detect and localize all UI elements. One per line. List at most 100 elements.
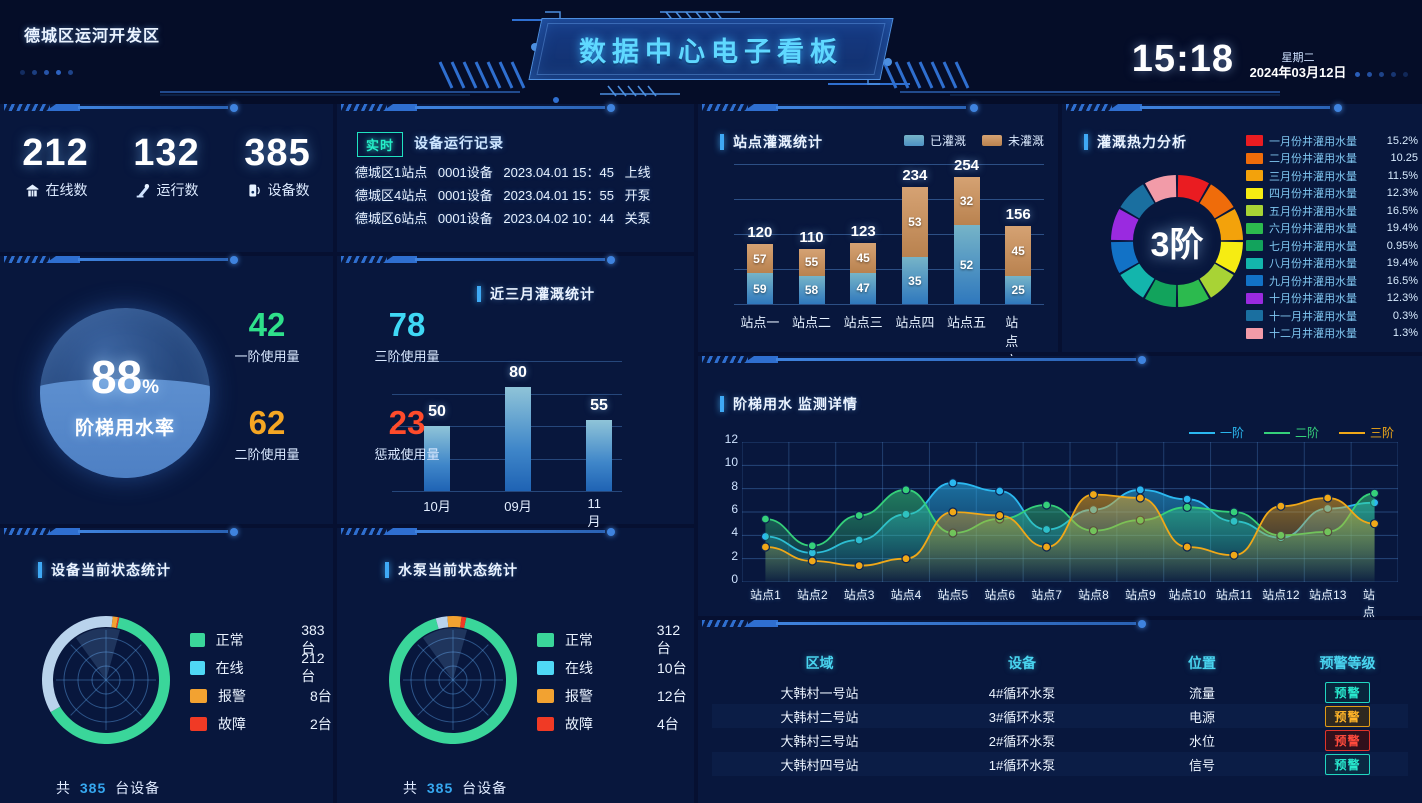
stacked-bar-column[interactable]: 156 45 25	[1005, 206, 1032, 304]
log-time: 2023.04.02 10：44	[503, 211, 615, 226]
status-badge[interactable]: 预警	[1325, 705, 1370, 727]
data-point[interactable]	[760, 542, 771, 552]
data-point[interactable]	[1182, 502, 1192, 512]
donut-segment[interactable]	[1177, 175, 1209, 203]
table-row[interactable]: 大韩村二号站 3#循环水泵 电源 预警	[712, 704, 1408, 728]
legend-row[interactable]: 四月份井灌用水量 12.3%	[1246, 185, 1418, 203]
legend-row[interactable]: 八月份井灌用水量 19.4%	[1246, 255, 1418, 273]
legend-row[interactable]: 报警 12台	[537, 682, 694, 710]
legend-row[interactable]: 一月份井灌用水量 15.2%	[1246, 132, 1418, 150]
stacked-bar-column[interactable]: 234 53 35	[901, 167, 928, 304]
legend-row[interactable]: 正常 383台	[190, 622, 333, 656]
bar-column[interactable]: 55	[586, 397, 612, 491]
status-donut-segment[interactable]	[111, 616, 119, 628]
donut-segment[interactable]	[1145, 279, 1177, 307]
data-point[interactable]	[854, 510, 864, 521]
stacked-bar-column[interactable]: 120 57 59	[746, 224, 773, 304]
donut-segment[interactable]	[1177, 279, 1209, 307]
list-item[interactable]: 德城区6站点 0001设备 2023.04.02 10：44 关泵	[355, 207, 680, 230]
donut-segment[interactable]	[1111, 241, 1139, 273]
data-point[interactable]	[760, 514, 771, 524]
data-point[interactable]	[1229, 507, 1239, 517]
legend-row[interactable]: 正常 312台	[537, 622, 694, 656]
legend-row[interactable]: 七月份井灌用水量 0.95%	[1246, 237, 1418, 255]
status-donut-segment[interactable]	[115, 617, 120, 629]
legend-row[interactable]: 六月份井灌用水量 19.4%	[1246, 220, 1418, 238]
data-point[interactable]	[1276, 501, 1286, 511]
legend-swatch	[537, 633, 554, 647]
data-point[interactable]	[807, 541, 817, 551]
status-donut-segment[interactable]	[460, 616, 467, 629]
data-point[interactable]	[995, 510, 1005, 521]
legend-row[interactable]: 故障 2台	[190, 710, 333, 738]
list-item[interactable]: 德城区1站点 0001设备 2023.04.01 15：45 上线	[355, 161, 680, 184]
kpi-running[interactable]: 132 运行数	[111, 130, 222, 200]
status-donut-segment[interactable]	[42, 616, 113, 713]
data-point[interactable]	[995, 486, 1005, 496]
data-point[interactable]	[854, 561, 864, 571]
donut-segment[interactable]	[1215, 241, 1243, 273]
legend-item-stage-1[interactable]: 一阶	[1188, 424, 1244, 441]
data-point[interactable]	[1323, 493, 1333, 503]
kpi-devices[interactable]: 385 设备数	[222, 130, 333, 200]
data-point[interactable]	[1041, 500, 1052, 510]
list-item[interactable]: 德城区4站点 0001设备 2023.04.01 15：55 开泵	[355, 184, 680, 207]
data-point[interactable]	[1182, 494, 1192, 504]
donut-segment[interactable]	[1199, 263, 1234, 298]
legend-row[interactable]: 九月份井灌用水量 16.5%	[1246, 272, 1418, 290]
donut-segment[interactable]	[1111, 209, 1139, 241]
legend-row[interactable]: 在线 212台	[190, 650, 333, 684]
data-point[interactable]	[901, 485, 911, 495]
segment-irrigated: 59	[746, 273, 773, 304]
data-point[interactable]	[807, 556, 817, 566]
kpi-online[interactable]: 212 在线数	[0, 130, 111, 200]
legend-item-not-irrigated[interactable]: 未灌溉	[981, 132, 1044, 149]
bar-column[interactable]: 50	[424, 403, 450, 491]
donut-segment[interactable]	[1145, 175, 1177, 203]
kpi-label-wrap: 设备数	[222, 180, 333, 200]
data-point[interactable]	[1088, 489, 1099, 500]
status-badge[interactable]: 预警	[1325, 681, 1370, 703]
bar-column[interactable]: 80	[505, 364, 531, 491]
legend-row[interactable]: 十一月井灌用水量 0.3%	[1246, 307, 1418, 325]
data-point[interactable]	[901, 554, 911, 564]
segment-not-irrigated: 45	[1005, 226, 1032, 277]
legend-row[interactable]: 五月份井灌用水量 16.5%	[1246, 202, 1418, 220]
legend-row[interactable]: 十二月井灌用水量 1.3%	[1246, 325, 1418, 343]
segment-irrigated: 25	[1005, 276, 1032, 304]
data-point[interactable]	[1041, 542, 1052, 552]
stacked-bar-column[interactable]: 123 45 47	[850, 223, 877, 305]
legend-row[interactable]: 十月份井灌用水量 12.3%	[1246, 290, 1418, 308]
data-point[interactable]	[1182, 542, 1192, 552]
table-row[interactable]: 大韩村四号站 1#循环水泵 信号 预警	[712, 752, 1408, 776]
stacked-bar-column[interactable]: 110 55 58	[798, 229, 825, 304]
status-badge[interactable]: 预警	[1325, 729, 1370, 751]
legend-swatch	[981, 135, 1002, 146]
legend-item-stage-3[interactable]: 三阶	[1338, 424, 1394, 441]
data-point[interactable]	[1369, 488, 1380, 498]
legend-row[interactable]: 报警 8台	[190, 682, 333, 710]
legend-row[interactable]: 二月份井灌用水量 10.25	[1246, 150, 1418, 168]
legend-row[interactable]: 故障 4台	[537, 710, 694, 738]
data-point[interactable]	[1135, 493, 1145, 503]
status-badge[interactable]: 预警	[1325, 753, 1370, 775]
legend-item-irrigated[interactable]: 已灌溉	[903, 132, 966, 149]
column-header-area: 区域	[805, 655, 834, 671]
status-donut-segment[interactable]	[447, 616, 462, 628]
legend-row[interactable]: 在线 10台	[537, 654, 694, 682]
donut-segment[interactable]	[1199, 184, 1234, 219]
data-point[interactable]	[1135, 485, 1145, 495]
legend-item-stage-2[interactable]: 二阶	[1263, 424, 1319, 441]
status-donut-segment[interactable]	[435, 616, 449, 629]
data-point[interactable]	[1229, 550, 1239, 560]
data-point[interactable]	[1369, 519, 1380, 529]
table-row[interactable]: 大韩村三号站 2#循环水泵 水位 预警	[712, 728, 1408, 752]
donut-segment[interactable]	[1120, 263, 1155, 298]
data-point[interactable]	[948, 478, 958, 488]
data-point[interactable]	[948, 507, 958, 517]
donut-segment[interactable]	[1215, 209, 1243, 241]
table-row[interactable]: 大韩村一号站 4#循环水泵 流量 预警	[712, 680, 1408, 704]
stacked-bar-column[interactable]: 254 32 52	[953, 157, 980, 304]
donut-segment[interactable]	[1120, 184, 1155, 219]
legend-row[interactable]: 三月份井灌用水量 11.5%	[1246, 167, 1418, 185]
